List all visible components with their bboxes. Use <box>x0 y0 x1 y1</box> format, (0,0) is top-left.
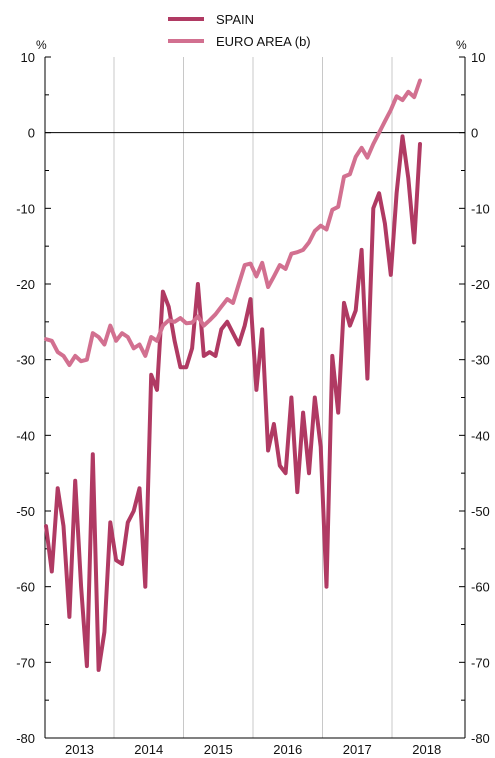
series-line-euro-area <box>44 78 422 367</box>
y-tick-label-right: -40 <box>471 428 490 443</box>
legend-item-euro-area: EURO AREA (b) <box>168 30 311 52</box>
x-tick-label: 2018 <box>412 742 441 757</box>
legend-label-spain: SPAIN <box>216 11 255 27</box>
x-tick-label: 2017 <box>343 742 372 757</box>
y-tick-label-right: -10 <box>471 201 490 216</box>
x-tick-label: 2016 <box>273 742 302 757</box>
y-tick-label-left: -70 <box>16 655 35 670</box>
y-tick-label-right: -30 <box>471 353 490 368</box>
y-tick-label-left: 10 <box>21 50 35 65</box>
y-tick-label-right: 10 <box>471 50 485 65</box>
x-tick-label: 2014 <box>134 742 163 757</box>
right-axis-unit: % <box>456 38 467 52</box>
y-tick-label-left: -80 <box>16 731 35 746</box>
y-tick-label-left: -20 <box>16 277 35 292</box>
series-line-spain <box>44 134 422 672</box>
y-tick-label-right: 0 <box>471 126 478 141</box>
legend-swatch-spain <box>168 17 204 21</box>
y-tick-label-right: -20 <box>471 277 490 292</box>
legend-item-spain: SPAIN <box>168 8 311 30</box>
legend: SPAIN EURO AREA (b) <box>168 8 311 52</box>
x-tick-label: 2013 <box>65 742 94 757</box>
left-axis-unit: % <box>36 38 47 52</box>
y-tick-label-right: -80 <box>471 731 490 746</box>
y-tick-label-left: -10 <box>16 201 35 216</box>
y-tick-label-right: -70 <box>471 655 490 670</box>
y-tick-label-right: -60 <box>471 580 490 595</box>
y-tick-label-left: 0 <box>28 126 35 141</box>
y-tick-label-left: -40 <box>16 428 35 443</box>
legend-label-euro-area: EURO AREA (b) <box>216 33 311 49</box>
x-tick-label: 2015 <box>204 742 233 757</box>
y-tick-label-left: -50 <box>16 504 35 519</box>
y-tick-label-left: -60 <box>16 580 35 595</box>
legend-swatch-euro-area <box>168 39 204 43</box>
y-tick-label-left: -30 <box>16 353 35 368</box>
y-tick-label-right: -50 <box>471 504 490 519</box>
